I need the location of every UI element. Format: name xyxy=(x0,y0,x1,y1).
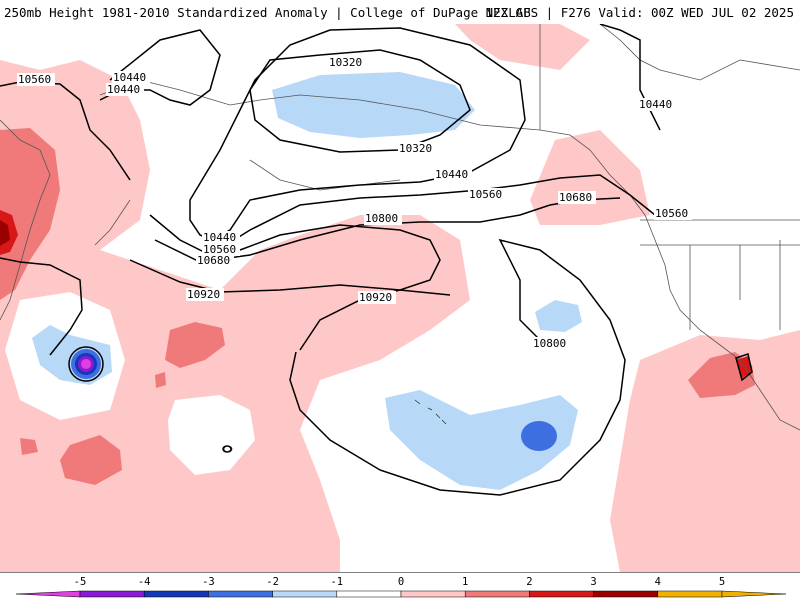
colorbar-tick-label: -3 xyxy=(202,576,215,588)
colorbar-swatch xyxy=(721,590,787,598)
contour-label: 10440 xyxy=(106,83,144,96)
colorbar-swatch xyxy=(272,590,338,598)
contour-label: 10320 xyxy=(328,56,366,69)
colorbar-tick-label: -5 xyxy=(74,576,87,588)
colorbar-tick-label: 2 xyxy=(526,576,532,588)
moderate-negative-fills xyxy=(71,349,557,451)
colorbar-tick-label: -2 xyxy=(266,576,279,588)
colorbar-swatches xyxy=(15,590,787,598)
extreme-positive-fills xyxy=(0,220,10,246)
colorbar-tick-label: 4 xyxy=(655,576,661,588)
colorbar-swatch xyxy=(657,590,723,598)
colorbar-tick-label: 3 xyxy=(590,576,596,588)
svg-text:10320: 10320 xyxy=(399,142,432,155)
colorbar-swatch xyxy=(79,590,145,598)
svg-text:10440: 10440 xyxy=(107,83,140,96)
colorbar-tick-label: -1 xyxy=(330,576,343,588)
colorbar-swatch xyxy=(593,590,659,598)
contour-label: 10920 xyxy=(186,288,224,301)
anomaly-map: 10560 10440 10440 10320 10320 10440 1056… xyxy=(0,24,800,572)
contour-label: 10560 xyxy=(17,73,55,86)
map-title: 250mb Height 1981-2010 Standardized Anom… xyxy=(4,5,531,20)
model-run-info: 12Z GFS | F276 Valid: 00Z WED JUL 02 202… xyxy=(485,5,794,20)
svg-text:10440: 10440 xyxy=(435,168,468,181)
svg-text:10920: 10920 xyxy=(359,291,392,304)
colorbar-swatch xyxy=(400,590,466,598)
positive-anomaly-fills xyxy=(0,24,800,572)
svg-text:10560: 10560 xyxy=(203,243,236,256)
contour-label: 10560 xyxy=(202,243,240,256)
contour-label: 10800 xyxy=(532,337,570,350)
colorbar-swatch xyxy=(15,590,81,598)
svg-text:10800: 10800 xyxy=(365,212,398,225)
colorbar-tick-label: 0 xyxy=(398,576,404,588)
svg-text:10560: 10560 xyxy=(655,207,688,220)
svg-text:10560: 10560 xyxy=(18,73,51,86)
contour-label: 10440 xyxy=(434,168,472,181)
svg-text:10320: 10320 xyxy=(329,56,362,69)
colorbar-swatch xyxy=(529,590,594,598)
contour-label: 10440 xyxy=(202,231,240,244)
svg-text:10920: 10920 xyxy=(187,288,220,301)
colorbar-ticks: -5 -4 -3 -2 -1 0 1 2 3 4 5 xyxy=(74,576,725,588)
map-header: 250mb Height 1981-2010 Standardized Anom… xyxy=(0,0,800,24)
contour-labels: 10560 10440 10440 10320 10320 10440 1056… xyxy=(17,56,692,350)
contour-label: 10560 xyxy=(654,207,692,220)
small-contours xyxy=(68,346,753,453)
colorbar-swatch xyxy=(464,590,530,598)
contour-label: 10680 xyxy=(558,191,596,204)
contour-label: 10320 xyxy=(398,142,436,155)
colorbar-tick-label: -4 xyxy=(138,576,151,588)
svg-text:10560: 10560 xyxy=(469,188,502,201)
svg-text:10440: 10440 xyxy=(113,71,146,84)
colorbar-swatch xyxy=(208,590,273,598)
colorbar-swatch xyxy=(143,590,209,598)
colorbar-tick-label: 5 xyxy=(719,576,725,588)
contour-label: 10440 xyxy=(112,71,150,84)
colorbar-tick-label: 1 xyxy=(462,576,468,588)
svg-text:10680: 10680 xyxy=(559,191,592,204)
colorbar-swatch xyxy=(336,590,402,598)
contour-label: 10680 xyxy=(196,254,234,267)
contour-label: 10920 xyxy=(358,291,396,304)
svg-text:10440: 10440 xyxy=(639,98,672,111)
svg-text:10440: 10440 xyxy=(203,231,236,244)
svg-text:10680: 10680 xyxy=(197,254,230,267)
contour-label: 10440 xyxy=(638,98,676,111)
svg-text:10800: 10800 xyxy=(533,337,566,350)
colorbar: -5 -4 -3 -2 -1 0 1 2 3 4 5 xyxy=(0,572,800,598)
contour-label: 10560 xyxy=(468,188,506,201)
contour-label: 10800 xyxy=(364,212,402,225)
